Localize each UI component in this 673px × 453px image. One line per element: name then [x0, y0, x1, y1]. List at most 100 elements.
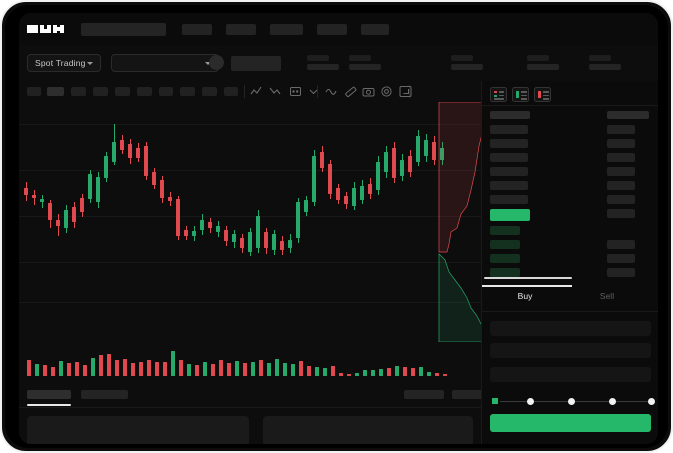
indicators-icon[interactable] [289, 85, 302, 98]
order-tab-buy[interactable]: Buy [517, 291, 533, 301]
volume-bar [131, 363, 135, 376]
orderbook-ask-row[interactable] [490, 139, 528, 148]
volume-histogram [19, 324, 481, 384]
nav-item-1[interactable] [182, 24, 212, 35]
order-tab-sell[interactable]: Sell [599, 291, 615, 301]
volume-bar [227, 363, 231, 376]
ruler-icon[interactable] [344, 85, 357, 98]
nav-item-5[interactable] [361, 24, 389, 35]
market-type-selector[interactable]: Spot Trading [27, 54, 101, 72]
volume-bar [107, 354, 111, 376]
stat-block-1-value [307, 64, 339, 70]
volume-bar [51, 367, 55, 376]
tab-divider [19, 407, 481, 408]
candle-body [264, 232, 268, 248]
candlestick-chart[interactable] [19, 102, 481, 324]
bottom-tab-order-history[interactable] [81, 390, 128, 399]
candle-body [40, 199, 44, 202]
orderbook-bid-row[interactable] [490, 254, 520, 263]
pair-coin-avatar [209, 55, 224, 70]
candle-body [128, 144, 132, 158]
candle-body [136, 148, 140, 158]
volume-bar [323, 368, 327, 376]
line-chart-icon[interactable] [250, 85, 263, 98]
orderbook-ask-amount [607, 153, 635, 162]
candle-body [216, 226, 220, 232]
candle-body [224, 230, 228, 241]
slider-mark-75[interactable] [609, 397, 616, 405]
timeframe-option-8[interactable] [180, 87, 195, 96]
chevron-down-icon[interactable] [307, 85, 320, 98]
trading-pair-select[interactable] [111, 54, 219, 72]
volume-bar [219, 360, 223, 376]
volume-bar [171, 351, 175, 376]
volume-bar [243, 363, 247, 376]
amount-percent-slider[interactable] [490, 396, 655, 406]
order-field-amount[interactable] [490, 343, 651, 358]
bottom-tab-open-orders[interactable] [27, 390, 71, 399]
candle-body [184, 230, 188, 236]
slider-mark-25[interactable] [527, 397, 534, 405]
market-type-label: Spot Trading [35, 58, 86, 68]
timeframe-option-7[interactable] [159, 87, 173, 96]
volume-bar [251, 362, 255, 376]
slider-handle[interactable] [490, 396, 500, 406]
timeframe-option-3[interactable] [71, 87, 86, 96]
timeframe-option-6[interactable] [137, 87, 152, 96]
timeframe-option-2[interactable] [47, 87, 64, 96]
volume-bar [259, 360, 263, 376]
fullscreen-icon[interactable] [399, 85, 412, 98]
order-form-divider [482, 311, 658, 312]
slider-mark-50[interactable] [568, 397, 575, 405]
timeframe-option-1[interactable] [27, 87, 41, 96]
candle-body [304, 200, 308, 212]
settings-gear-icon[interactable] [380, 85, 393, 98]
orderbook-ask-row[interactable] [490, 125, 528, 134]
orderbook-mode-bids[interactable] [512, 87, 529, 102]
slider-mark-100[interactable] [648, 397, 655, 405]
stat-block-2-value [349, 64, 381, 70]
place-buy-order-button[interactable] [490, 414, 651, 432]
orderbook-scrollbar[interactable] [484, 277, 572, 279]
orderbook-mode-asks[interactable] [534, 87, 551, 102]
candle-body [352, 188, 356, 206]
order-field-total[interactable] [490, 367, 651, 382]
orderbook-mode-both[interactable] [490, 87, 507, 102]
nav-search-skeleton[interactable] [81, 23, 166, 36]
camera-icon[interactable] [362, 85, 375, 98]
orderbook-bid-row[interactable] [490, 226, 520, 235]
candle-body [208, 222, 212, 228]
timeframe-option-4[interactable] [93, 87, 108, 96]
candle-body [144, 146, 148, 176]
orderbook-bid-row[interactable] [490, 240, 520, 249]
stat-block-2-label [349, 55, 371, 61]
timeframe-option-10[interactable] [224, 87, 238, 96]
orderbook-ask-amount [607, 181, 635, 190]
timeframe-option-9[interactable] [202, 87, 217, 96]
orderbook-ask-row[interactable] [490, 195, 528, 204]
volume-bar [155, 362, 159, 376]
chart-type-icon[interactable] [269, 85, 282, 98]
candle-body [80, 198, 84, 212]
orderbook-bid-row[interactable] [490, 268, 520, 277]
timeframe-option-5[interactable] [115, 87, 130, 96]
wave-indicator-icon[interactable] [325, 85, 338, 98]
volume-bar [163, 362, 167, 376]
candle-body [192, 231, 196, 236]
bottom-action-1[interactable] [404, 390, 444, 399]
bottom-action-2[interactable] [452, 390, 492, 399]
volume-bar [91, 358, 95, 376]
order-field-price[interactable] [490, 321, 651, 336]
nav-item-2[interactable] [226, 24, 256, 35]
orderbook-ask-row[interactable] [490, 181, 528, 190]
candle-body [56, 220, 60, 226]
nav-item-4[interactable] [317, 24, 347, 35]
volume-bar [411, 368, 415, 376]
orderbook-ask-row[interactable] [490, 167, 528, 176]
nav-item-3[interactable] [270, 24, 303, 35]
volume-bar [235, 361, 239, 376]
volume-bar [99, 355, 103, 376]
orderbook-ask-row[interactable] [490, 153, 528, 162]
okx-logo[interactable] [27, 23, 64, 35]
